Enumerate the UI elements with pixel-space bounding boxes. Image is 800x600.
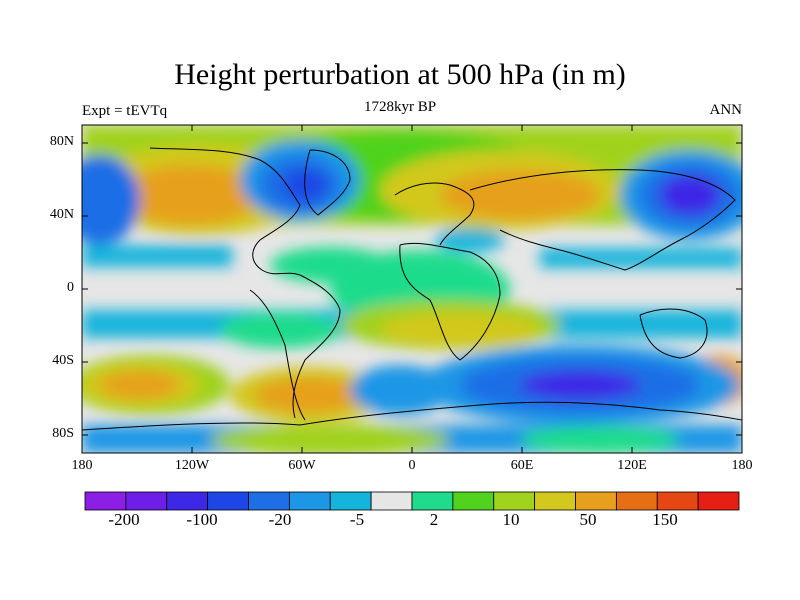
axis-ticks — [82, 125, 742, 453]
colorbar-swatch — [84, 491, 127, 511]
lat-label-0: 0 — [67, 280, 74, 295]
lon-label-180e: 180 — [731, 458, 753, 473]
colorbar-swatch — [493, 491, 536, 511]
colorbar-label: 2 — [429, 510, 439, 529]
lon-label-60e: 60E — [510, 458, 534, 473]
lon-label-120e: 120E — [617, 458, 647, 473]
height-field — [82, 125, 742, 453]
north-america-coast — [149, 147, 301, 276]
colorbar-swatch — [697, 491, 740, 511]
colorbar — [84, 491, 740, 511]
colorbar-swatch — [329, 491, 372, 511]
colorbar-swatch — [166, 491, 209, 511]
page-title: Height perturbation at 500 hPa (in m) — [174, 58, 626, 91]
colorbar-swatch — [656, 491, 699, 511]
colorbar-label: -200 — [108, 510, 140, 529]
colorbar-label: -100 — [186, 510, 218, 529]
experiment-label: Expt = tEVTq — [82, 103, 168, 119]
lat-label-40s: 40S — [52, 353, 74, 368]
lon-label-180w: 180 — [71, 458, 93, 473]
greenland-coast — [304, 149, 351, 216]
colorbar-swatch — [248, 491, 290, 511]
asia-coast — [469, 169, 736, 271]
colorbar-swatch — [411, 491, 454, 511]
colorbar-label: -5 — [349, 510, 365, 529]
lon-label-120w: 120W — [174, 458, 210, 473]
lat-label-40n: 40N — [49, 207, 74, 222]
africa-coast — [399, 242, 501, 361]
season-label: ANN — [709, 102, 743, 118]
europe-coast — [394, 182, 475, 246]
lat-label-80n: 80N — [49, 134, 74, 149]
colorbar-swatch — [575, 491, 617, 511]
colorbar-swatch — [534, 491, 576, 511]
colorbar-swatch — [452, 491, 495, 511]
colorbar-label: 50 — [579, 510, 597, 529]
colorbar-label: 10 — [502, 510, 520, 529]
south-america-west-coast — [249, 289, 306, 421]
colorbar-swatch — [288, 491, 331, 511]
coastlines — [82, 147, 742, 431]
colorbar-label: -20 — [268, 510, 292, 529]
lon-label-60w: 60W — [288, 458, 316, 473]
colorbar-label: 150 — [652, 510, 678, 529]
colorbar-swatch — [370, 491, 413, 511]
colorbar-swatch — [125, 491, 168, 511]
antarctica-coast — [82, 401, 742, 431]
colorbar-swatch — [615, 491, 658, 511]
lat-label-80s: 80S — [52, 426, 74, 441]
colorbar-swatch — [207, 491, 249, 511]
south-america-coast — [292, 274, 341, 419]
time-label: 1728kyr BP — [363, 99, 437, 115]
lon-label-0: 0 — [408, 458, 416, 473]
australia-coast — [639, 308, 708, 359]
